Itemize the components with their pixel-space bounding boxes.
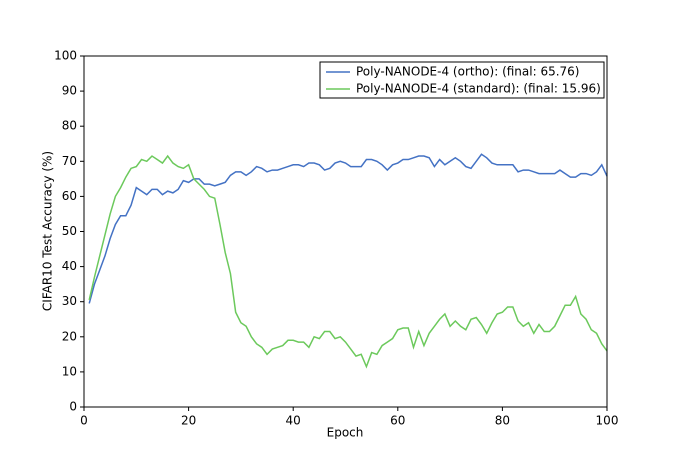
y-tick-label: 40 xyxy=(62,259,77,273)
x-tick-label: 0 xyxy=(80,414,88,428)
x-tick-label: 60 xyxy=(390,414,405,428)
x-tick-label: 20 xyxy=(181,414,196,428)
y-tick-label: 100 xyxy=(54,49,77,63)
legend-label: Poly-NANODE-4 (ortho): (final: 65.76) xyxy=(356,65,580,79)
x-tick-label: 80 xyxy=(495,414,510,428)
plot-frame xyxy=(83,55,608,408)
y-tick-label: 30 xyxy=(62,294,77,308)
y-tick-label: 60 xyxy=(62,189,77,203)
y-tick-label: 90 xyxy=(62,84,77,98)
y-axis-label: CIFAR10 Test Accuracy (%) xyxy=(41,151,55,311)
legend-box xyxy=(319,61,605,99)
y-tick-label: 80 xyxy=(62,119,77,133)
series-line xyxy=(88,153,608,304)
y-tick-label: 20 xyxy=(62,329,77,343)
y-tick-label: 10 xyxy=(62,364,77,378)
x-tick-label: 100 xyxy=(596,414,619,428)
y-tick-label: 70 xyxy=(62,154,77,168)
x-tick-label: 40 xyxy=(286,414,301,428)
y-tick-label: 50 xyxy=(62,224,77,238)
x-axis-label: Epoch xyxy=(327,426,364,440)
series-line xyxy=(88,154,608,369)
y-tick-label: 0 xyxy=(69,400,77,414)
legend-label: Poly-NANODE-4 (standard): (final: 15.96) xyxy=(356,82,601,96)
